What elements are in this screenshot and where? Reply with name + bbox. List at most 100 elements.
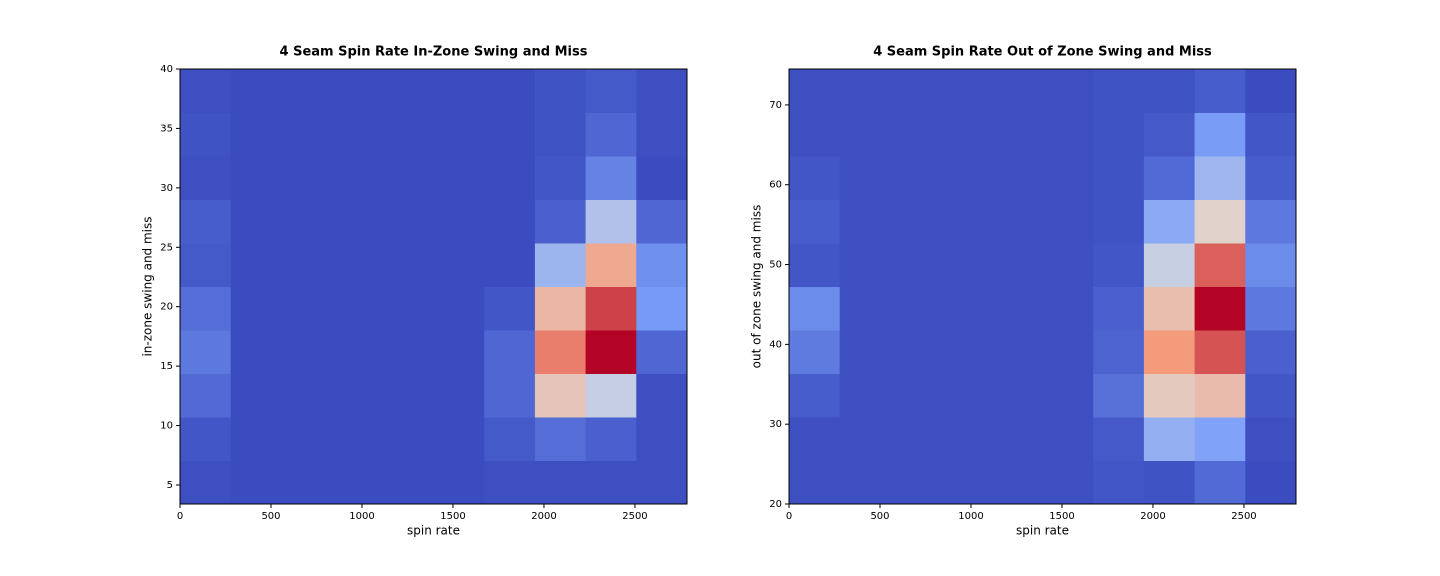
- heatmap-cell: [890, 243, 942, 287]
- heatmap-cell: [789, 460, 841, 505]
- heatmap-cell: [1093, 330, 1145, 374]
- heatmap-cell: [941, 156, 993, 200]
- heatmap-cell: [1042, 286, 1094, 331]
- heatmap-cell: [382, 373, 434, 418]
- heatmap-cell: [230, 373, 282, 418]
- heatmap-cell: [230, 243, 282, 287]
- heatmap-cell: [382, 286, 434, 331]
- x-tick-label: 1500: [440, 511, 465, 522]
- heatmap-cell: [180, 460, 232, 505]
- heatmap-cell: [941, 199, 993, 244]
- heatmap-cell: [281, 460, 333, 505]
- heatmap-cell: [433, 69, 485, 113]
- heatmap-cell: [382, 156, 434, 200]
- plot-frame: [179, 68, 688, 505]
- heatmap-cell: [585, 156, 637, 200]
- heatmap-cell: [941, 69, 993, 113]
- heatmap-cell: [534, 286, 587, 331]
- heatmap-cell: [180, 199, 232, 244]
- heatmap-cell: [839, 69, 891, 113]
- heatmap-cell: [1245, 112, 1297, 157]
- heatmap-cell: [382, 112, 434, 157]
- heatmap-cell: [991, 330, 1043, 374]
- heatmap-cell: [890, 69, 942, 113]
- heatmap-cell: [281, 199, 333, 244]
- heatmap-cell: [839, 330, 891, 374]
- heatmap-cell: [534, 199, 587, 244]
- heatmap-cell: [1143, 199, 1196, 244]
- heatmap-cell: [1143, 112, 1196, 157]
- plot-frame: [788, 68, 1297, 505]
- y-tick-label: 20: [769, 499, 782, 510]
- heatmap-cell: [1093, 199, 1145, 244]
- y-tick-label: 35: [160, 123, 173, 134]
- heatmap-cell: [991, 69, 1043, 113]
- heatmap-cell: [839, 460, 891, 505]
- x-tick-label: 500: [261, 511, 280, 522]
- heatmap-cell: [1042, 112, 1094, 157]
- heatmap-cell: [636, 112, 688, 157]
- x-axis-label: spin rate: [407, 524, 460, 538]
- heatmap-cell: [890, 330, 942, 374]
- heatmap-cell: [1194, 112, 1246, 157]
- heatmap-cell: [991, 112, 1043, 157]
- heatmap-cell: [1042, 417, 1094, 461]
- y-tick-label: 50: [769, 260, 782, 271]
- heatmap-cell: [1042, 69, 1094, 113]
- heatmap-cell: [484, 199, 536, 244]
- heatmap-cell: [991, 286, 1043, 331]
- x-tick-label: 2000: [531, 511, 556, 522]
- heatmap-cell: [332, 243, 384, 287]
- heatmap-cell: [636, 373, 688, 418]
- heatmap-cell: [941, 417, 993, 461]
- heatmap-cell: [839, 112, 891, 157]
- heatmap-cell: [991, 460, 1043, 505]
- y-tick-label: 20: [160, 302, 173, 313]
- heatmap-cell: [433, 286, 485, 331]
- heatmap-cell: [1042, 330, 1094, 374]
- heatmap-cell: [941, 460, 993, 505]
- heatmap-cell: [433, 243, 485, 287]
- heatmap-cell: [585, 417, 637, 461]
- heatmap-cell: [382, 330, 434, 374]
- heatmap-cell: [636, 286, 688, 331]
- heatmap-cell: [332, 286, 384, 331]
- x-tick-label: 2500: [622, 511, 647, 522]
- heatmap-cell: [534, 156, 587, 200]
- y-tick-label: 30: [160, 183, 173, 194]
- heatmap-cell: [230, 417, 282, 461]
- heatmap-cell: [484, 69, 536, 113]
- heatmap-cell: [180, 156, 232, 200]
- heatmap-cell: [534, 330, 587, 374]
- heatmap-cell: [789, 156, 841, 200]
- heatmap-cell: [230, 199, 282, 244]
- heatmap-cell: [1194, 460, 1246, 505]
- heatmap-cell: [585, 286, 637, 331]
- heatmap-cell: [180, 69, 232, 113]
- heatmap-cell: [991, 156, 1043, 200]
- heatmap-cell: [1093, 112, 1145, 157]
- x-axis-label: spin rate: [1016, 524, 1069, 538]
- x-tick-label: 2500: [1231, 511, 1256, 522]
- heatmap-cell: [839, 243, 891, 287]
- heatmap-cell: [1143, 69, 1196, 113]
- heatmap-cell: [1143, 286, 1196, 331]
- heatmap-cell: [941, 112, 993, 157]
- x-tick-label: 0: [177, 511, 183, 522]
- heatmap-cell: [585, 69, 637, 113]
- heatmap-cell: [281, 417, 333, 461]
- heatmap-cell: [180, 286, 232, 331]
- heatmap-cell: [281, 69, 333, 113]
- heatmap-cell: [636, 417, 688, 461]
- heatmap-cell: [332, 373, 384, 418]
- y-tick-label: 25: [160, 242, 173, 253]
- heatmap-cell: [433, 199, 485, 244]
- heatmap-cell: [1042, 373, 1094, 418]
- heatmap-cell: [1245, 373, 1297, 418]
- heatmap-panel: 0 500 1000 1500 2000 2500 5 10 15 20 25 30 35 40 4 Sea…: [141, 45, 688, 538]
- heatmap-cell: [941, 286, 993, 331]
- heatmap-cell: [180, 417, 232, 461]
- heatmap-cell: [839, 199, 891, 244]
- heatmap-cell: [332, 460, 384, 505]
- heatmap-cell: [585, 243, 637, 287]
